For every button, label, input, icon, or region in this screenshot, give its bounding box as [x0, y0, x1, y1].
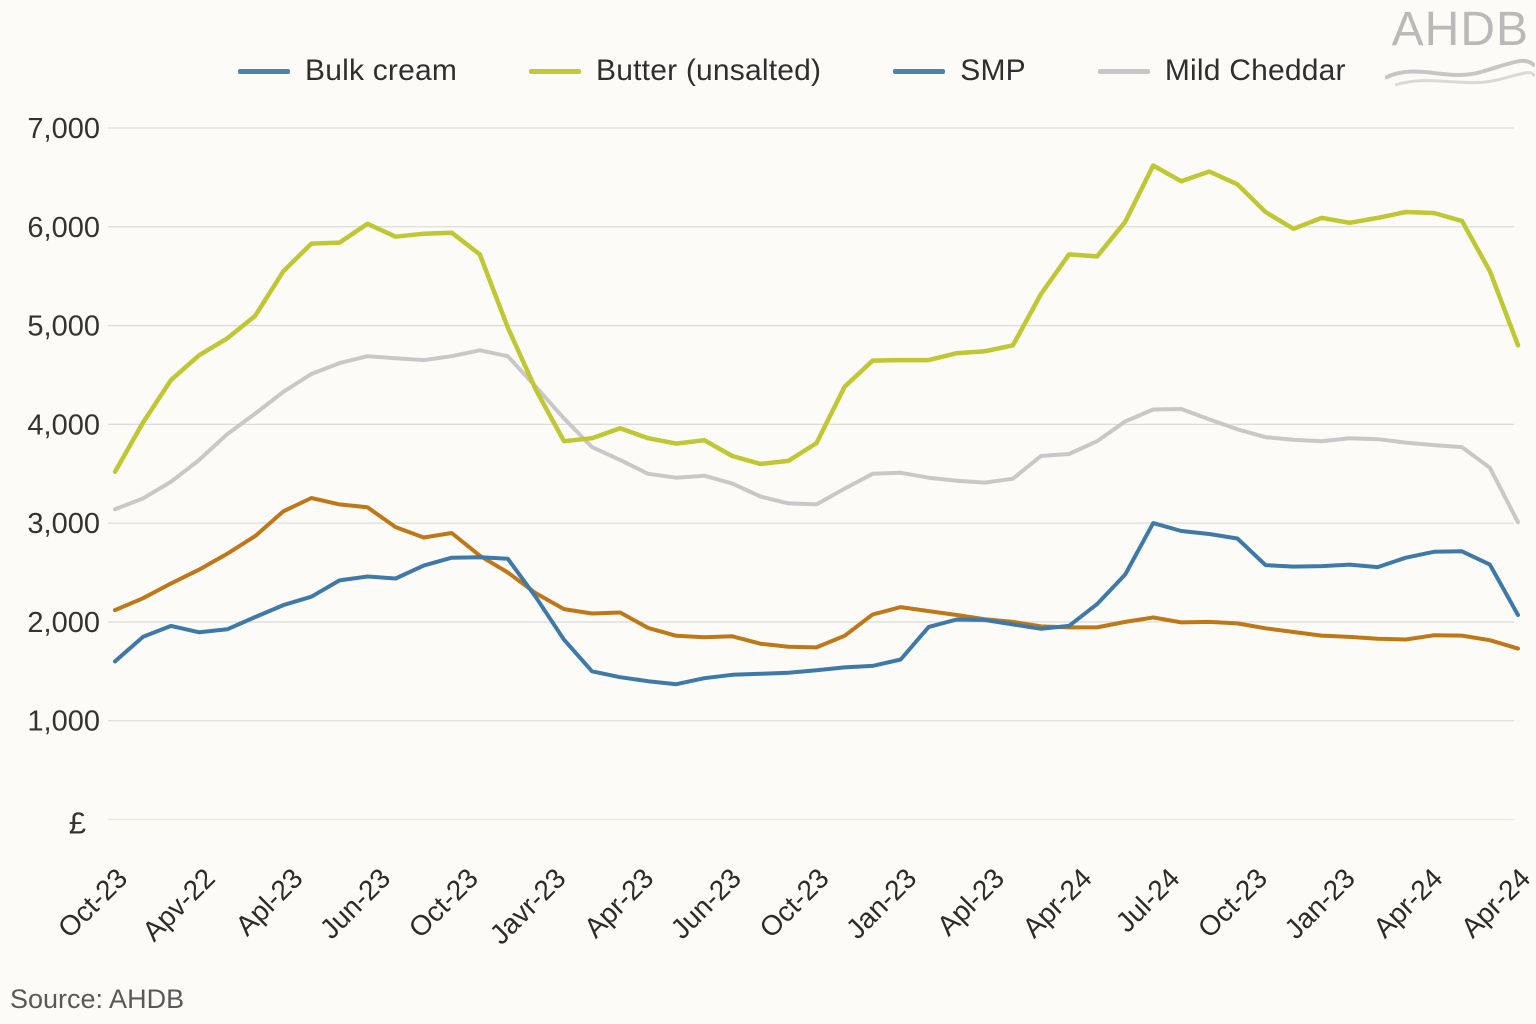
svg-text:Oct-23: Oct-23 — [753, 862, 834, 943]
legend-label-smp: SMP — [960, 54, 1026, 87]
svg-text:Oct-23: Oct-23 — [1192, 862, 1273, 943]
svg-text:Apv-22: Apv-22 — [136, 862, 221, 947]
svg-text:Oct-23: Oct-23 — [403, 862, 484, 943]
svg-text:Apr-24: Apr-24 — [1455, 862, 1536, 943]
svg-text:Apr-23: Apr-23 — [578, 862, 659, 943]
legend-label-bulk-cream: Bulk cream — [305, 54, 458, 87]
svg-text:Apr-24: Apr-24 — [1367, 862, 1448, 943]
svg-text:Jan-23: Jan-23 — [1278, 862, 1360, 944]
y-axis-labels: 7,000 6,000 5,000 4,000 3,000 2,000 1,000 — [27, 113, 100, 738]
svg-text:Apr-24: Apr-24 — [1016, 862, 1097, 943]
svg-text:Oct-23: Oct-23 — [52, 862, 133, 943]
svg-text:Apl-23: Apl-23 — [229, 862, 308, 941]
source-caption: Source: AHDB — [10, 984, 185, 1014]
legend-item-smp: SMP — [893, 54, 1026, 88]
svg-text:Jun-23: Jun-23 — [665, 862, 747, 944]
svg-text:Jan-23: Jan-23 — [840, 862, 922, 944]
ahdb-logo-text: AHDB — [1391, 3, 1529, 56]
legend-swatch-bulk-cream — [238, 68, 290, 74]
y-axis-unit: £ — [69, 806, 86, 841]
svg-text:Jun-23: Jun-23 — [314, 862, 396, 944]
svg-text:7,000: 7,000 — [27, 113, 100, 145]
legend-label-butter: Butter (unsalted) — [596, 54, 822, 87]
chart-legend: Bulk cream Butter (unsalted) SMP Mild Ch… — [238, 54, 1346, 88]
svg-text:Javr-23: Javr-23 — [484, 862, 572, 950]
gridlines — [108, 127, 1514, 821]
svg-text:£: £ — [69, 806, 86, 841]
legend-label-mild-cheddar: Mild Cheddar — [1164, 54, 1346, 87]
svg-text:Apl-23: Apl-23 — [931, 862, 1010, 941]
svg-text:2,000: 2,000 — [27, 607, 100, 639]
svg-text:6,000: 6,000 — [27, 212, 100, 244]
ahdb-logo-wave-icon — [1385, 58, 1535, 87]
legend-swatch-mild-cheddar — [1097, 68, 1150, 74]
legend-swatch-smp — [893, 68, 946, 74]
ahdb-logo: AHDB — [1385, 6, 1535, 98]
data-series-lines — [112, 163, 1521, 687]
svg-text:3,000: 3,000 — [27, 508, 100, 540]
x-axis-labels: Oct-23 Apv-22 Apl-23 Jun-23 Oct-23 Javr-23 Apr… — [52, 862, 1536, 950]
svg-text:4,000: 4,000 — [27, 409, 100, 441]
legend-item-butter: Butter (unsalted) — [529, 54, 821, 88]
svg-text:1,000: 1,000 — [27, 706, 100, 738]
legend-swatch-butter — [529, 68, 582, 74]
legend-item-bulk-cream: Bulk cream — [238, 54, 457, 88]
legend-item-mild-cheddar: Mild Cheddar — [1097, 54, 1346, 88]
svg-text:5,000: 5,000 — [27, 311, 100, 343]
svg-text:Jul-24: Jul-24 — [1110, 862, 1186, 938]
